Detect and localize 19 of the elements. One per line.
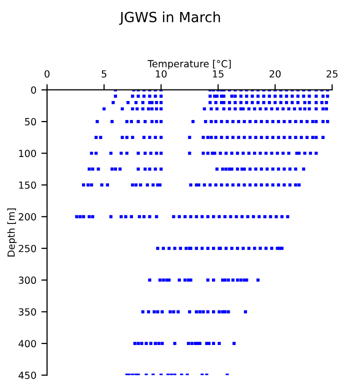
y-tick-label: 450 bbox=[18, 372, 36, 379]
y-tick-label: 200 bbox=[18, 213, 36, 220]
y-tick-label: 50 bbox=[25, 118, 36, 126]
y-tick-label: 100 bbox=[19, 150, 36, 158]
y-tick-label: 250 bbox=[18, 244, 36, 252]
x-tick-label: 0 bbox=[44, 70, 50, 78]
x-tick-label: 15 bbox=[212, 70, 224, 78]
y-tick-label: 0 bbox=[31, 86, 36, 94]
y-tick-label: 150 bbox=[19, 181, 36, 189]
y-tick-label: 350 bbox=[18, 308, 36, 316]
x-tick-label: 25 bbox=[326, 70, 338, 78]
y-tick-label: 300 bbox=[18, 276, 36, 284]
y-tick-label: 400 bbox=[18, 340, 36, 348]
x-tick-label: 20 bbox=[270, 70, 281, 78]
y-axis-title: Depth [m] bbox=[7, 208, 17, 256]
x-tick-label: 10 bbox=[156, 70, 167, 78]
x-axis-title: Temperature [°C] bbox=[148, 60, 231, 70]
chart-title: JGWS in March bbox=[119, 12, 220, 25]
x-tick-label: 5 bbox=[102, 70, 106, 78]
